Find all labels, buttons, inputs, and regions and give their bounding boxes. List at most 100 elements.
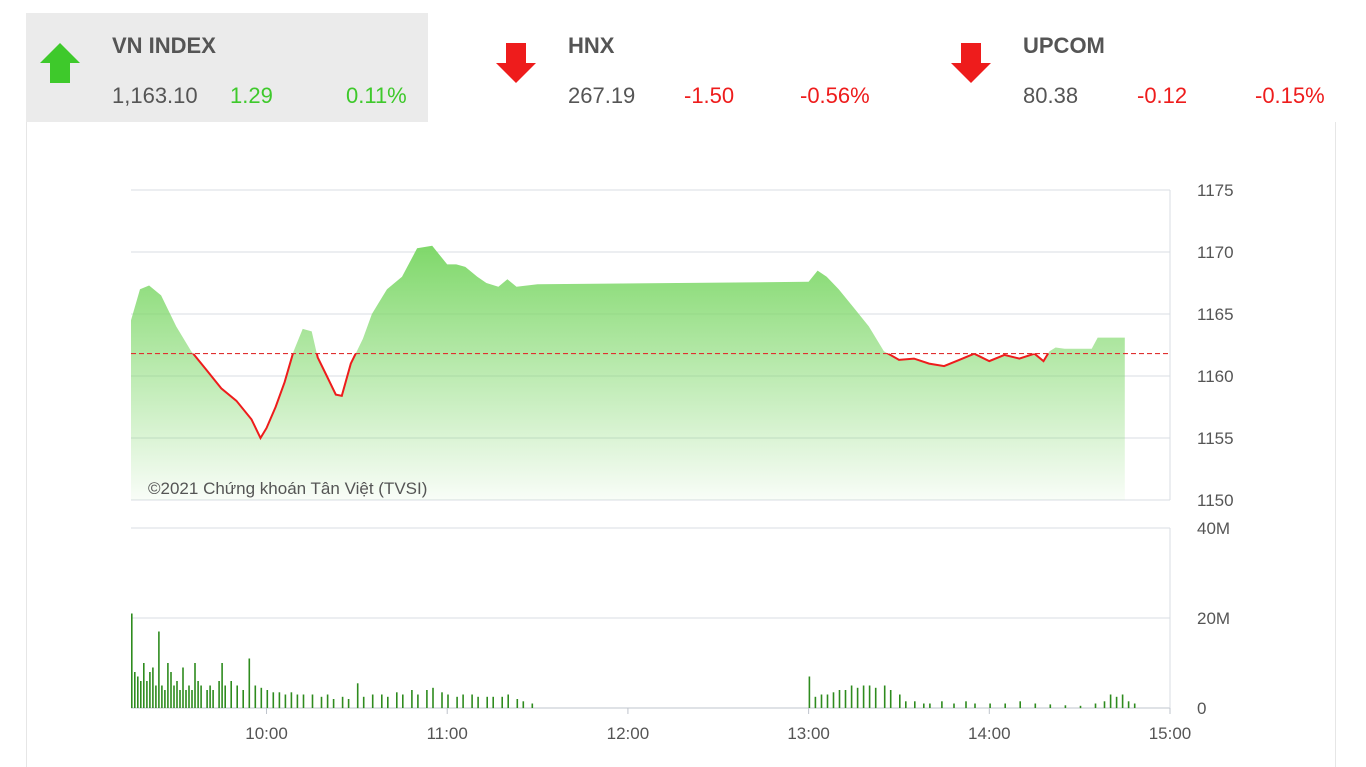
ticker-upcom[interactable]: UPCOM 80.38 -0.12 -0.15%	[937, 13, 1347, 122]
volume-bar	[441, 692, 443, 709]
arrow-down-icon	[951, 43, 991, 83]
volume-bar	[1103, 701, 1106, 709]
volume-bar	[808, 676, 811, 708]
x-tick-label: 10:00	[245, 724, 288, 743]
copyright-text: ©2021 Chứng khoán Tân Việt (TVSI)	[148, 479, 427, 498]
volume-bar	[838, 690, 841, 708]
x-tick-label: 12:00	[607, 724, 650, 743]
volume-bar	[1034, 703, 1037, 708]
volume-bar	[266, 690, 269, 708]
volume-bar	[371, 694, 374, 708]
volume-bar	[402, 694, 404, 708]
volume-bar	[432, 687, 434, 709]
volume-bar	[471, 694, 473, 708]
volume-bar	[254, 685, 257, 708]
ticker-change: 1.29	[230, 83, 273, 108]
volume-bar	[164, 690, 166, 708]
volume-bar	[134, 672, 136, 708]
volume-bar	[387, 696, 389, 709]
volume-bars	[131, 613, 1136, 709]
volume-bar	[197, 681, 199, 708]
volume-bar	[1127, 701, 1130, 709]
ticker-name: HNX	[568, 33, 615, 58]
volume-bar	[185, 690, 187, 708]
volume-bar	[1115, 696, 1118, 709]
volume-bar	[194, 663, 196, 708]
volume-bar	[914, 701, 916, 709]
volume-bar	[272, 692, 275, 709]
volume-bar	[486, 696, 488, 709]
volume-bar	[965, 701, 967, 709]
volume-bar	[341, 696, 344, 709]
volume-bar	[874, 687, 877, 709]
volume-bar	[209, 685, 211, 708]
ticker-name: VN INDEX	[112, 33, 216, 58]
volume-bar	[905, 701, 907, 709]
volume-bar	[850, 685, 853, 708]
volume-bar	[173, 685, 175, 708]
volume-bar	[507, 694, 509, 708]
volume-bar	[456, 696, 458, 709]
volume-bar	[155, 685, 157, 708]
arrow-up-icon	[40, 43, 80, 83]
volume-bar	[974, 703, 976, 708]
volume-bar	[320, 696, 323, 709]
volume-tick-label: 0	[1197, 699, 1206, 718]
volume-bar	[1094, 703, 1097, 708]
volume-bar	[396, 692, 398, 709]
volume-bar	[492, 696, 494, 709]
volume-bar	[531, 703, 534, 708]
volume-bar	[832, 692, 835, 709]
volume-bar	[899, 694, 901, 708]
ticker-name: UPCOM	[1023, 33, 1105, 58]
volume-bar	[862, 685, 865, 708]
volume-bar	[1121, 694, 1124, 708]
volume-bar	[929, 703, 931, 708]
volume-bar	[182, 667, 184, 708]
volume-bar	[326, 694, 329, 708]
intraday-chart[interactable]: 1175 1170 1165 1160 1155 1150 ©2021 Chứng kho…	[27, 122, 1335, 767]
volume-bar	[206, 690, 208, 708]
volume-bar	[941, 701, 943, 709]
price-tick-label: 1150	[1197, 491, 1234, 510]
volume-tick-label: 40M	[1197, 519, 1230, 538]
volume-bar	[191, 690, 193, 708]
volume-bar	[1109, 694, 1112, 708]
volume-bar	[826, 694, 829, 708]
volume-bar	[146, 681, 148, 708]
x-tick-label: 11:00	[427, 724, 468, 743]
volume-bar	[447, 694, 449, 708]
price-tick-label: 1160	[1197, 367, 1234, 386]
ticker-vn-index[interactable]: VN INDEX 1,163.10 1.29 0.11%	[26, 13, 428, 122]
price-line-below-reference	[191, 353, 1050, 441]
volume-bar	[844, 690, 847, 708]
volume-bar	[188, 685, 190, 708]
volume-bar	[230, 681, 232, 708]
volume-bar	[522, 701, 525, 709]
volume-bar	[1064, 705, 1067, 708]
volume-bar	[200, 685, 202, 708]
time-x-axis: 10:00 11:00 12:00 13:00 14:00 15:00	[245, 708, 1191, 743]
ticker-value: 80.38	[1023, 83, 1079, 108]
volume-bar	[889, 690, 892, 708]
volume-bar	[143, 663, 145, 708]
volume-bar	[131, 613, 133, 708]
volume-bar	[137, 676, 139, 708]
arrow-down-icon	[496, 43, 536, 83]
volume-bar	[856, 687, 859, 709]
x-tick-label: 13:00	[787, 724, 830, 743]
volume-bar	[332, 699, 335, 708]
volume-bar	[242, 690, 244, 708]
volume-bar	[989, 703, 991, 708]
ticker-hnx[interactable]: HNX 267.19 -1.50 -0.56%	[482, 13, 902, 122]
price-tick-label: 1155	[1197, 429, 1234, 448]
x-tick-label: 14:00	[968, 724, 1011, 743]
volume-bar	[224, 685, 226, 708]
price-tick-label: 1175	[1197, 181, 1234, 200]
volume-bar	[362, 696, 365, 709]
volume-bar	[868, 685, 871, 708]
volume-bar	[152, 667, 154, 708]
volume-bar	[356, 683, 359, 709]
volume-bar	[1004, 703, 1006, 708]
volume-bar	[1133, 703, 1136, 708]
